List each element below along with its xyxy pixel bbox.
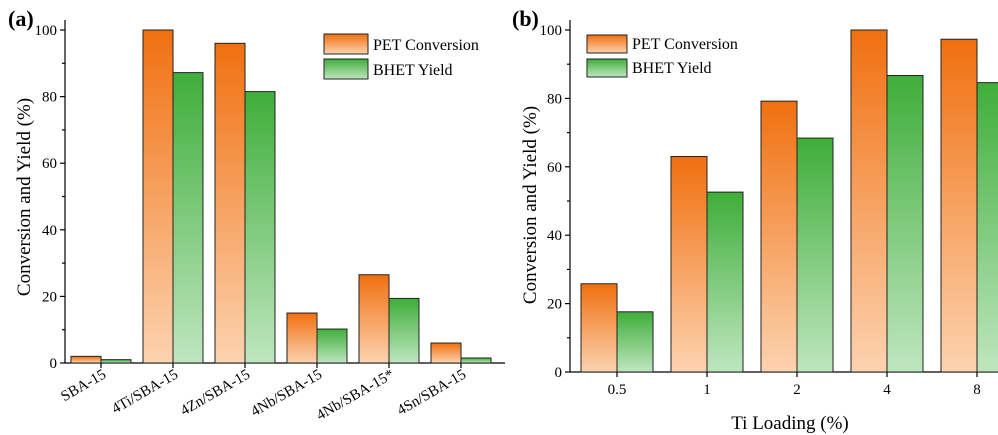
x-tick-label: 4Nb/SBA-15* (314, 367, 397, 424)
pet-conversion-bar-3 (850, 29, 888, 373)
x-tick-label: 4Ti/SBA-15 (109, 367, 181, 418)
bhet-yield-bar-1 (172, 72, 204, 364)
x-tick-label: 8 (973, 382, 981, 398)
y-tick-label: 40 (547, 228, 562, 244)
y-tick-label: 20 (42, 289, 57, 305)
legend-swatch-bhet (323, 58, 369, 80)
x-tick-label: SBA-15 (58, 367, 109, 405)
legend-label-bhet: BHET Yield (373, 62, 453, 79)
panel-b-x-axis-label: Ti Loading (%) (731, 413, 849, 434)
y-tick-label: 40 (42, 223, 57, 239)
legend-swatch-bhet (586, 58, 628, 78)
x-tick-label: 1 (703, 382, 711, 398)
bhet-yield-bar-2 (244, 91, 276, 364)
panel-b-y-axis-label: Conversion and Yield (%) (520, 106, 541, 304)
y-tick-label: 100 (540, 23, 563, 39)
pet-conversion-bar-4 (358, 274, 390, 364)
bhet-yield-bar-2 (796, 137, 834, 373)
x-tick-label: 4Nb/SBA-15 (248, 367, 325, 420)
pet-conversion-bar-2 (214, 42, 246, 364)
legend-label-pet: PET Conversion (632, 36, 738, 53)
y-tick-label: 0 (555, 365, 563, 381)
panel-a-label: (a) (8, 6, 34, 31)
pet-conversion-bar-1 (670, 156, 708, 373)
y-tick-label: 20 (547, 297, 562, 313)
y-tick-label: 80 (42, 90, 57, 106)
legend-swatch-pet (586, 34, 628, 54)
legend-swatch-pet (323, 33, 369, 55)
legend-label-pet: PET Conversion (373, 37, 479, 54)
pet-conversion-bar-0 (580, 283, 618, 373)
pet-conversion-bar-1 (142, 29, 174, 364)
x-tick-label: 4Sn/SBA-15 (395, 367, 469, 419)
pet-conversion-bar-0 (70, 355, 102, 364)
panel-a-y-ticks: 0 20 40 60 80 100 (35, 23, 65, 372)
pet-conversion-bar-5 (430, 342, 462, 364)
panel-b-label: (b) (512, 6, 539, 31)
bhet-yield-bar-0 (100, 359, 132, 364)
bhet-yield-bar-4 (388, 297, 420, 364)
bhet-yield-bar-0 (616, 311, 654, 373)
panel-a-bars (70, 29, 492, 364)
panel-a-legend: PET Conversion BHET Yield (323, 33, 479, 80)
panel-b-legend: PET Conversion BHET Yield (586, 34, 738, 78)
panel-b-y-ticks: 0 20 40 60 80 100 (540, 23, 570, 381)
x-tick-label: 0.5 (608, 382, 627, 398)
pet-conversion-bar-4 (940, 38, 978, 373)
bhet-yield-bar-3 (316, 328, 348, 364)
x-tick-label: 2 (793, 382, 801, 398)
panel-a-y-axis-label: Conversion and Yield (%) (14, 98, 35, 296)
legend-label-bhet: BHET Yield (632, 60, 712, 77)
x-tick-label: 4 (883, 382, 891, 398)
panel-b-chart: (b) Conversion and Yield (%) Ti Loading … (512, 6, 998, 434)
panel-b-bars (580, 29, 998, 373)
panel-a-x-ticks: SBA-15 4Ti/SBA-154Zn/SBA-154Nb/SBA-154Nb/… (58, 363, 469, 424)
bhet-yield-bar-1 (706, 191, 744, 373)
pet-conversion-bar-3 (286, 312, 318, 364)
panel-a-chart: (a) Conversion and Yield (%) 0 20 40 60 80 10… (8, 6, 505, 424)
pet-conversion-bar-2 (760, 100, 798, 373)
y-tick-label: 0 (50, 356, 58, 372)
x-tick-label: 4Zn/SBA-15 (178, 367, 253, 420)
y-tick-label: 60 (547, 160, 562, 176)
y-tick-label: 100 (35, 23, 58, 39)
panel-b-x-ticks: 0.5 1 2 4 8 (608, 372, 981, 398)
y-tick-label: 80 (547, 91, 562, 107)
bhet-yield-bar-5 (460, 357, 492, 364)
y-tick-label: 60 (42, 156, 57, 172)
bhet-yield-bar-4 (976, 82, 998, 373)
bhet-yield-bar-3 (886, 74, 924, 373)
